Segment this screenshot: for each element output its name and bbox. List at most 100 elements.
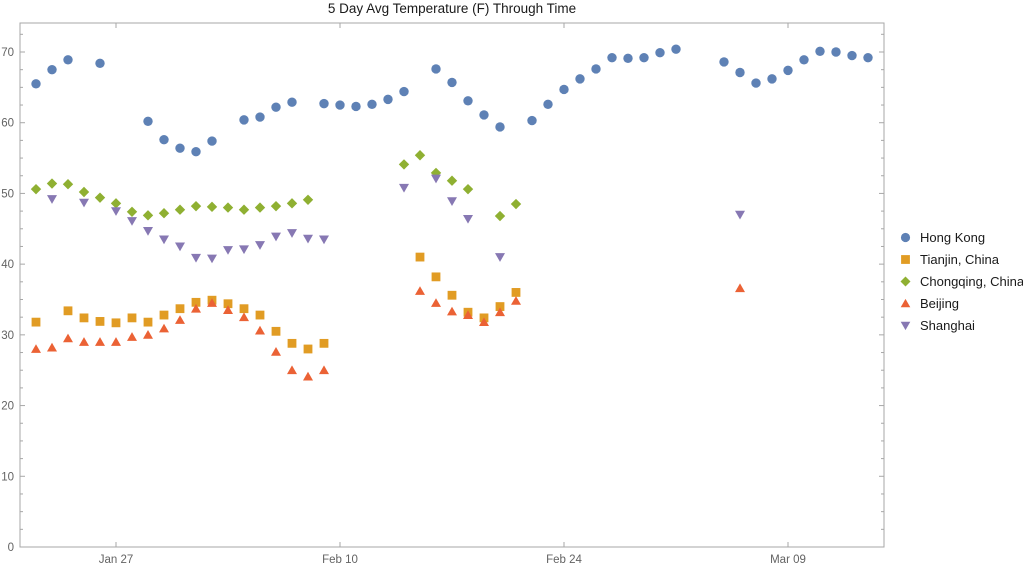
- point-shanghai: [735, 210, 745, 220]
- y-tick-label: 10: [1, 471, 14, 483]
- diamond-marker-icon: [900, 276, 911, 287]
- point-shanghai: [463, 214, 473, 224]
- point-shanghai: [207, 254, 217, 264]
- point-shanghai: [223, 246, 233, 255]
- point-shanghai: [287, 229, 297, 238]
- point-hong-kong: [815, 46, 825, 56]
- point-hong-kong: [783, 65, 793, 76]
- point-beijing: [415, 286, 425, 295]
- point-beijing: [223, 305, 233, 315]
- point-shanghai: [447, 197, 457, 207]
- point-hong-kong: [63, 55, 73, 65]
- point-tianjin-china: [415, 252, 425, 262]
- x-tick-label: Jan 27: [99, 554, 134, 566]
- point-hong-kong: [47, 64, 57, 75]
- point-chongqing-china: [30, 183, 42, 195]
- point-shanghai: [431, 174, 441, 184]
- point-beijing: [319, 365, 329, 375]
- point-tianjin-china: [431, 272, 441, 282]
- y-tick-label: 60: [1, 118, 14, 130]
- point-hong-kong: [95, 58, 105, 69]
- point-beijing: [47, 342, 57, 352]
- point-beijing: [111, 337, 121, 346]
- point-chongqing-china: [446, 175, 458, 186]
- point-beijing: [79, 337, 89, 346]
- point-hong-kong: [447, 77, 457, 88]
- point-shanghai: [303, 234, 313, 244]
- point-hong-kong: [607, 52, 617, 63]
- point-hong-kong: [191, 147, 201, 157]
- point-hong-kong: [495, 122, 505, 132]
- square-marker-icon: [901, 255, 910, 264]
- point-tianjin-china: [95, 317, 105, 326]
- y-tick-label: 50: [1, 188, 14, 200]
- point-hong-kong: [159, 134, 169, 145]
- point-hong-kong: [655, 48, 665, 58]
- point-hong-kong: [735, 67, 745, 78]
- point-hong-kong: [527, 115, 537, 126]
- point-hong-kong: [847, 50, 857, 61]
- point-hong-kong: [271, 102, 281, 112]
- point-chongqing-china: [206, 201, 218, 213]
- point-beijing: [255, 325, 265, 335]
- point-tianjin-china: [127, 313, 137, 323]
- point-shanghai: [47, 195, 57, 204]
- point-tianjin-china: [287, 338, 297, 348]
- y-tick-label: 30: [1, 330, 14, 342]
- point-hong-kong: [143, 116, 153, 126]
- point-beijing: [303, 371, 313, 381]
- point-chongqing-china: [462, 183, 474, 195]
- y-tick-label: 20: [1, 401, 14, 413]
- point-beijing: [127, 332, 137, 341]
- y-tick-label: 70: [1, 47, 14, 59]
- point-hong-kong: [463, 96, 473, 106]
- legend-item-label: Hong Kong: [920, 230, 986, 245]
- point-hong-kong: [175, 143, 185, 153]
- point-hong-kong: [799, 55, 809, 65]
- triangle-down-marker-icon: [900, 321, 911, 331]
- point-tianjin-china: [111, 318, 121, 328]
- point-chongqing-china: [62, 179, 74, 190]
- point-hong-kong: [671, 44, 681, 54]
- point-hong-kong: [367, 99, 377, 110]
- point-chongqing-china: [286, 198, 298, 209]
- y-tick-label: 0: [8, 542, 14, 554]
- point-hong-kong: [319, 98, 329, 109]
- point-hong-kong: [863, 52, 873, 63]
- point-beijing: [463, 310, 473, 319]
- triangle-up-marker-icon: [900, 298, 911, 308]
- point-shanghai: [175, 242, 185, 252]
- point-hong-kong: [831, 47, 841, 57]
- point-beijing: [511, 296, 521, 305]
- point-chongqing-china: [126, 206, 138, 218]
- point-hong-kong: [559, 84, 569, 95]
- point-beijing: [239, 312, 249, 322]
- point-chongqing-china: [142, 210, 154, 221]
- point-chongqing-china: [110, 198, 122, 209]
- point-tianjin-china: [255, 310, 265, 320]
- legend-item-tianjin-china: Tianjin, China: [899, 253, 1023, 266]
- point-beijing: [287, 365, 297, 375]
- point-beijing: [431, 298, 441, 307]
- point-hong-kong: [255, 112, 265, 122]
- point-tianjin-china: [63, 306, 73, 316]
- point-hong-kong: [287, 97, 297, 107]
- point-chongqing-china: [494, 210, 506, 222]
- point-tianjin-china: [495, 302, 505, 311]
- point-beijing: [735, 283, 745, 293]
- point-chongqing-china: [158, 208, 170, 219]
- point-beijing: [63, 333, 73, 343]
- x-tick-label: Feb 24: [546, 554, 582, 566]
- point-hong-kong: [335, 100, 345, 110]
- point-tianjin-china: [159, 310, 169, 320]
- point-chongqing-china: [94, 192, 106, 203]
- point-shanghai: [191, 253, 201, 263]
- point-hong-kong: [383, 94, 393, 105]
- point-beijing: [159, 323, 169, 333]
- point-beijing: [479, 317, 489, 327]
- point-beijing: [271, 347, 281, 356]
- legend-item-shanghai: Shanghai: [899, 319, 1023, 332]
- point-shanghai: [79, 198, 89, 208]
- point-chongqing-china: [222, 202, 234, 213]
